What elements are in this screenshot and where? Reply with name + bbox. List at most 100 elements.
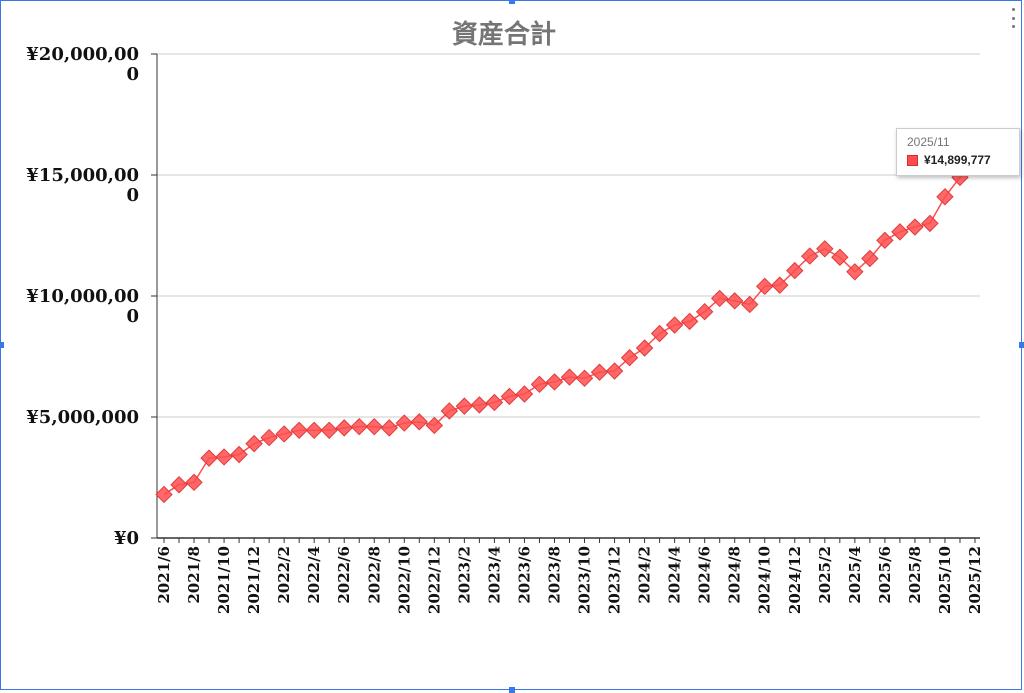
resize-handle-left[interactable] — [0, 342, 4, 348]
y-tick-label-2: ¥10,000,00 0 — [26, 286, 139, 327]
x-tick-label-10: 2023/2 — [455, 546, 473, 604]
chart-title: 資産合計 — [451, 20, 556, 50]
x-tick-label-19: 2024/8 — [726, 546, 744, 604]
data-point-45 — [831, 248, 849, 266]
x-tick-label-5: 2022/4 — [305, 546, 323, 604]
tooltip-row: ¥14,899,777 — [907, 153, 1009, 167]
data-point-39 — [741, 295, 759, 314]
data-point-33 — [650, 324, 669, 343]
y-tick-label-0: ¥0 — [114, 528, 139, 549]
x-tick-label-22: 2025/2 — [816, 546, 834, 604]
y-tick-label-3: ¥15,000,00 0 — [26, 165, 139, 206]
x-tick-label-16: 2024/2 — [636, 546, 654, 604]
x-tick-label-21: 2024/12 — [786, 546, 804, 614]
resize-handle-bottom[interactable] — [509, 687, 515, 693]
resize-handle-right[interactable] — [1019, 342, 1024, 348]
gridlines — [157, 53, 980, 418]
series-group — [155, 154, 984, 504]
data-point-14 — [365, 417, 383, 436]
x-tick-label-27: 2025/12 — [966, 546, 984, 614]
tooltip-value: ¥14,899,777 — [924, 153, 991, 167]
data-point-38 — [725, 292, 744, 310]
data-point-5 — [230, 445, 248, 464]
data-point-16 — [395, 414, 414, 432]
data-point-49 — [891, 223, 909, 241]
data-point-52 — [936, 188, 954, 206]
x-tick-label-4: 2022/2 — [275, 546, 293, 604]
x-tick-label-2: 2021/10 — [215, 546, 233, 614]
data-point-26 — [545, 373, 564, 391]
data-point-27 — [560, 368, 579, 386]
data-point-12 — [335, 419, 353, 437]
more-options-icon[interactable] — [1010, 8, 1016, 28]
data-point-43 — [801, 247, 819, 265]
resize-handle-top[interactable] — [509, 0, 515, 4]
data-point-3 — [200, 449, 218, 467]
data-point-21 — [470, 396, 489, 414]
tooltip-title: 2025/11 — [907, 135, 950, 149]
x-tick-label-13: 2023/8 — [545, 546, 563, 604]
series-line-0 — [163, 162, 976, 496]
data-point-20 — [455, 397, 474, 415]
data-point-6 — [245, 434, 263, 453]
x-tick-label-6: 2022/6 — [335, 546, 353, 604]
data-point-37 — [710, 289, 729, 308]
data-point-19 — [440, 402, 459, 420]
data-point-50 — [906, 218, 924, 236]
data-point-22 — [485, 393, 504, 412]
x-tick-label-24: 2025/6 — [876, 546, 894, 604]
x-tick-label-14: 2023/10 — [576, 546, 594, 614]
x-tick-label-18: 2024/6 — [696, 546, 714, 604]
data-point-8 — [275, 425, 293, 443]
x-tick-label-26: 2025/10 — [936, 546, 954, 614]
x-tick-label-3: 2021/12 — [245, 546, 263, 614]
data-point-35 — [680, 312, 699, 331]
x-tick-label-25: 2025/8 — [906, 546, 924, 604]
data-point-2 — [185, 473, 203, 492]
data-point-42 — [786, 261, 804, 280]
data-point-46 — [846, 263, 864, 281]
data-point-36 — [695, 303, 714, 321]
data-point-11 — [320, 421, 338, 440]
data-point-9 — [290, 421, 308, 440]
x-tick-label-7: 2022/8 — [365, 546, 383, 604]
x-tick-label-1: 2021/8 — [185, 546, 203, 604]
data-point-28 — [575, 369, 594, 387]
x-tick-label-20: 2024/10 — [756, 546, 774, 614]
y-axis-ticks: ¥0 ¥5,000,000 ¥10,000,00 0 ¥15,000,00 0 ¥20,00… — [26, 44, 139, 549]
data-point-23 — [500, 387, 519, 406]
x-tick-label-23: 2025/4 — [846, 546, 864, 604]
data-point-17 — [410, 413, 429, 431]
axes — [151, 53, 980, 543]
data-tooltip: 2025/11 ¥14,899,777 — [896, 128, 1020, 176]
data-point-0 — [155, 485, 173, 504]
x-tick-label-0: 2021/6 — [155, 546, 173, 604]
y-tick-label-1: ¥5,000,000 — [26, 407, 139, 428]
x-tick-label-17: 2024/4 — [666, 546, 684, 604]
data-point-31 — [620, 349, 639, 367]
data-point-44 — [816, 240, 834, 258]
data-point-18 — [425, 416, 444, 435]
data-point-32 — [635, 339, 654, 357]
x-axis-ticks: 2021/6 2021/8 2021/10 2021/12 2022/2 2022/4 20… — [155, 546, 984, 614]
data-point-34 — [665, 316, 684, 334]
x-tick-label-8: 2022/10 — [395, 546, 413, 614]
data-point-48 — [876, 231, 894, 250]
data-point-1 — [170, 476, 188, 494]
data-point-29 — [590, 363, 609, 381]
x-tick-label-9: 2022/12 — [425, 546, 443, 614]
data-point-7 — [260, 428, 278, 447]
data-point-41 — [771, 276, 789, 294]
data-point-24 — [515, 385, 534, 403]
data-point-13 — [350, 417, 368, 436]
data-point-30 — [605, 362, 624, 380]
data-point-4 — [215, 448, 233, 466]
data-point-10 — [305, 421, 323, 440]
x-tick-label-12: 2023/6 — [515, 546, 533, 604]
tooltip-swatch — [907, 154, 918, 166]
x-tick-label-11: 2023/4 — [485, 546, 503, 604]
data-point-25 — [530, 375, 549, 394]
y-tick-label-4: ¥20,000,00 0 — [26, 44, 139, 85]
x-tick-label-15: 2023/12 — [606, 546, 624, 614]
